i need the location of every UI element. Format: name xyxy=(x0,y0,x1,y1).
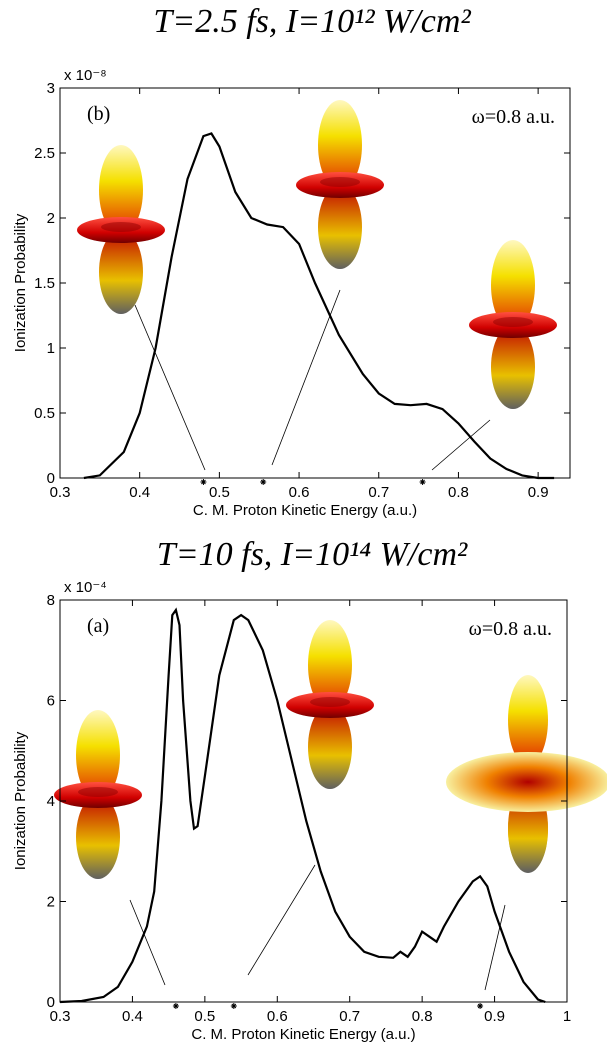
y-tick-label: 0 xyxy=(47,470,55,487)
x-tick-label: 0.7 xyxy=(339,1008,360,1025)
y-tick-label: 8 xyxy=(47,592,55,609)
x-tick-label: 0.3 xyxy=(50,1008,71,1025)
annotation: ω=0.8 a.u. xyxy=(469,618,552,640)
y-tick-label: 3 xyxy=(47,80,55,97)
energy-marker xyxy=(260,479,267,485)
x-tick-label: 0.8 xyxy=(448,484,469,501)
annotation: ω=0.8 a.u. xyxy=(472,106,555,128)
chart-panel: T=10 fs, I=10¹⁴ W/cm² 0.3 0.4 0.5 0.6 0.7 0.8 0… xyxy=(12,536,571,1043)
y-tick-label: 0 xyxy=(47,994,55,1011)
y-tick-label: 2 xyxy=(47,894,55,911)
x-tick-label: 0.6 xyxy=(267,1008,288,1025)
y-tick-label: 1 xyxy=(47,340,55,357)
x-tick-label: 0.9 xyxy=(528,484,549,501)
data-line xyxy=(59,607,546,1004)
x-tick-label: 0.9 xyxy=(484,1008,505,1025)
panel-label: (b) xyxy=(87,103,110,125)
energy-marker xyxy=(477,1003,484,1009)
y-multiplier: x 10⁻⁸ xyxy=(64,67,107,84)
chart-panel: T=2.5 fs, I=10¹² W/cm² 0.3 0.4 0.5 0.6 0.7 0.8… xyxy=(12,3,571,519)
chart-title: T=10 fs, I=10¹⁴ W/cm² xyxy=(157,536,468,573)
energy-marker xyxy=(230,1003,237,1009)
x-axis-label: C. M. Proton Kinetic Energy (a.u.) xyxy=(191,1026,415,1043)
y-tick-label: 0.5 xyxy=(34,405,55,422)
y-tick-label: 2 xyxy=(47,210,55,227)
x-axis-label: C. M. Proton Kinetic Energy (a.u.) xyxy=(193,502,417,519)
leader-lines xyxy=(129,289,506,991)
energy-marker xyxy=(172,1003,179,1009)
x-tick-label: 0.5 xyxy=(194,1008,215,1025)
y-tick-label: 4 xyxy=(47,793,55,810)
y-tick-label: 2.5 xyxy=(34,145,55,162)
energy-marker xyxy=(200,479,207,485)
x-tick-label: 0.5 xyxy=(209,484,230,501)
x-tick-label: 1 xyxy=(563,1008,571,1025)
x-tick-label: 0.4 xyxy=(122,1008,143,1025)
y-axis-label: Ionization Probability xyxy=(12,731,29,870)
x-tick-label: 0.3 xyxy=(50,484,71,501)
x-tick-label: 0.8 xyxy=(412,1008,433,1025)
y-tick-label: 1.5 xyxy=(34,275,55,292)
panel-label: (a) xyxy=(87,615,109,637)
y-multiplier: x 10⁻⁴ xyxy=(64,579,107,596)
x-tick-label: 0.6 xyxy=(289,484,310,501)
x-tick-label: 0.7 xyxy=(368,484,389,501)
y-tick-label: 6 xyxy=(47,693,55,710)
energy-marker xyxy=(419,479,426,485)
y-axis-label: Ionization Probability xyxy=(12,213,29,352)
chart-title: T=2.5 fs, I=10¹² W/cm² xyxy=(153,3,471,40)
data-line xyxy=(83,132,555,480)
x-tick-label: 0.4 xyxy=(129,484,150,501)
